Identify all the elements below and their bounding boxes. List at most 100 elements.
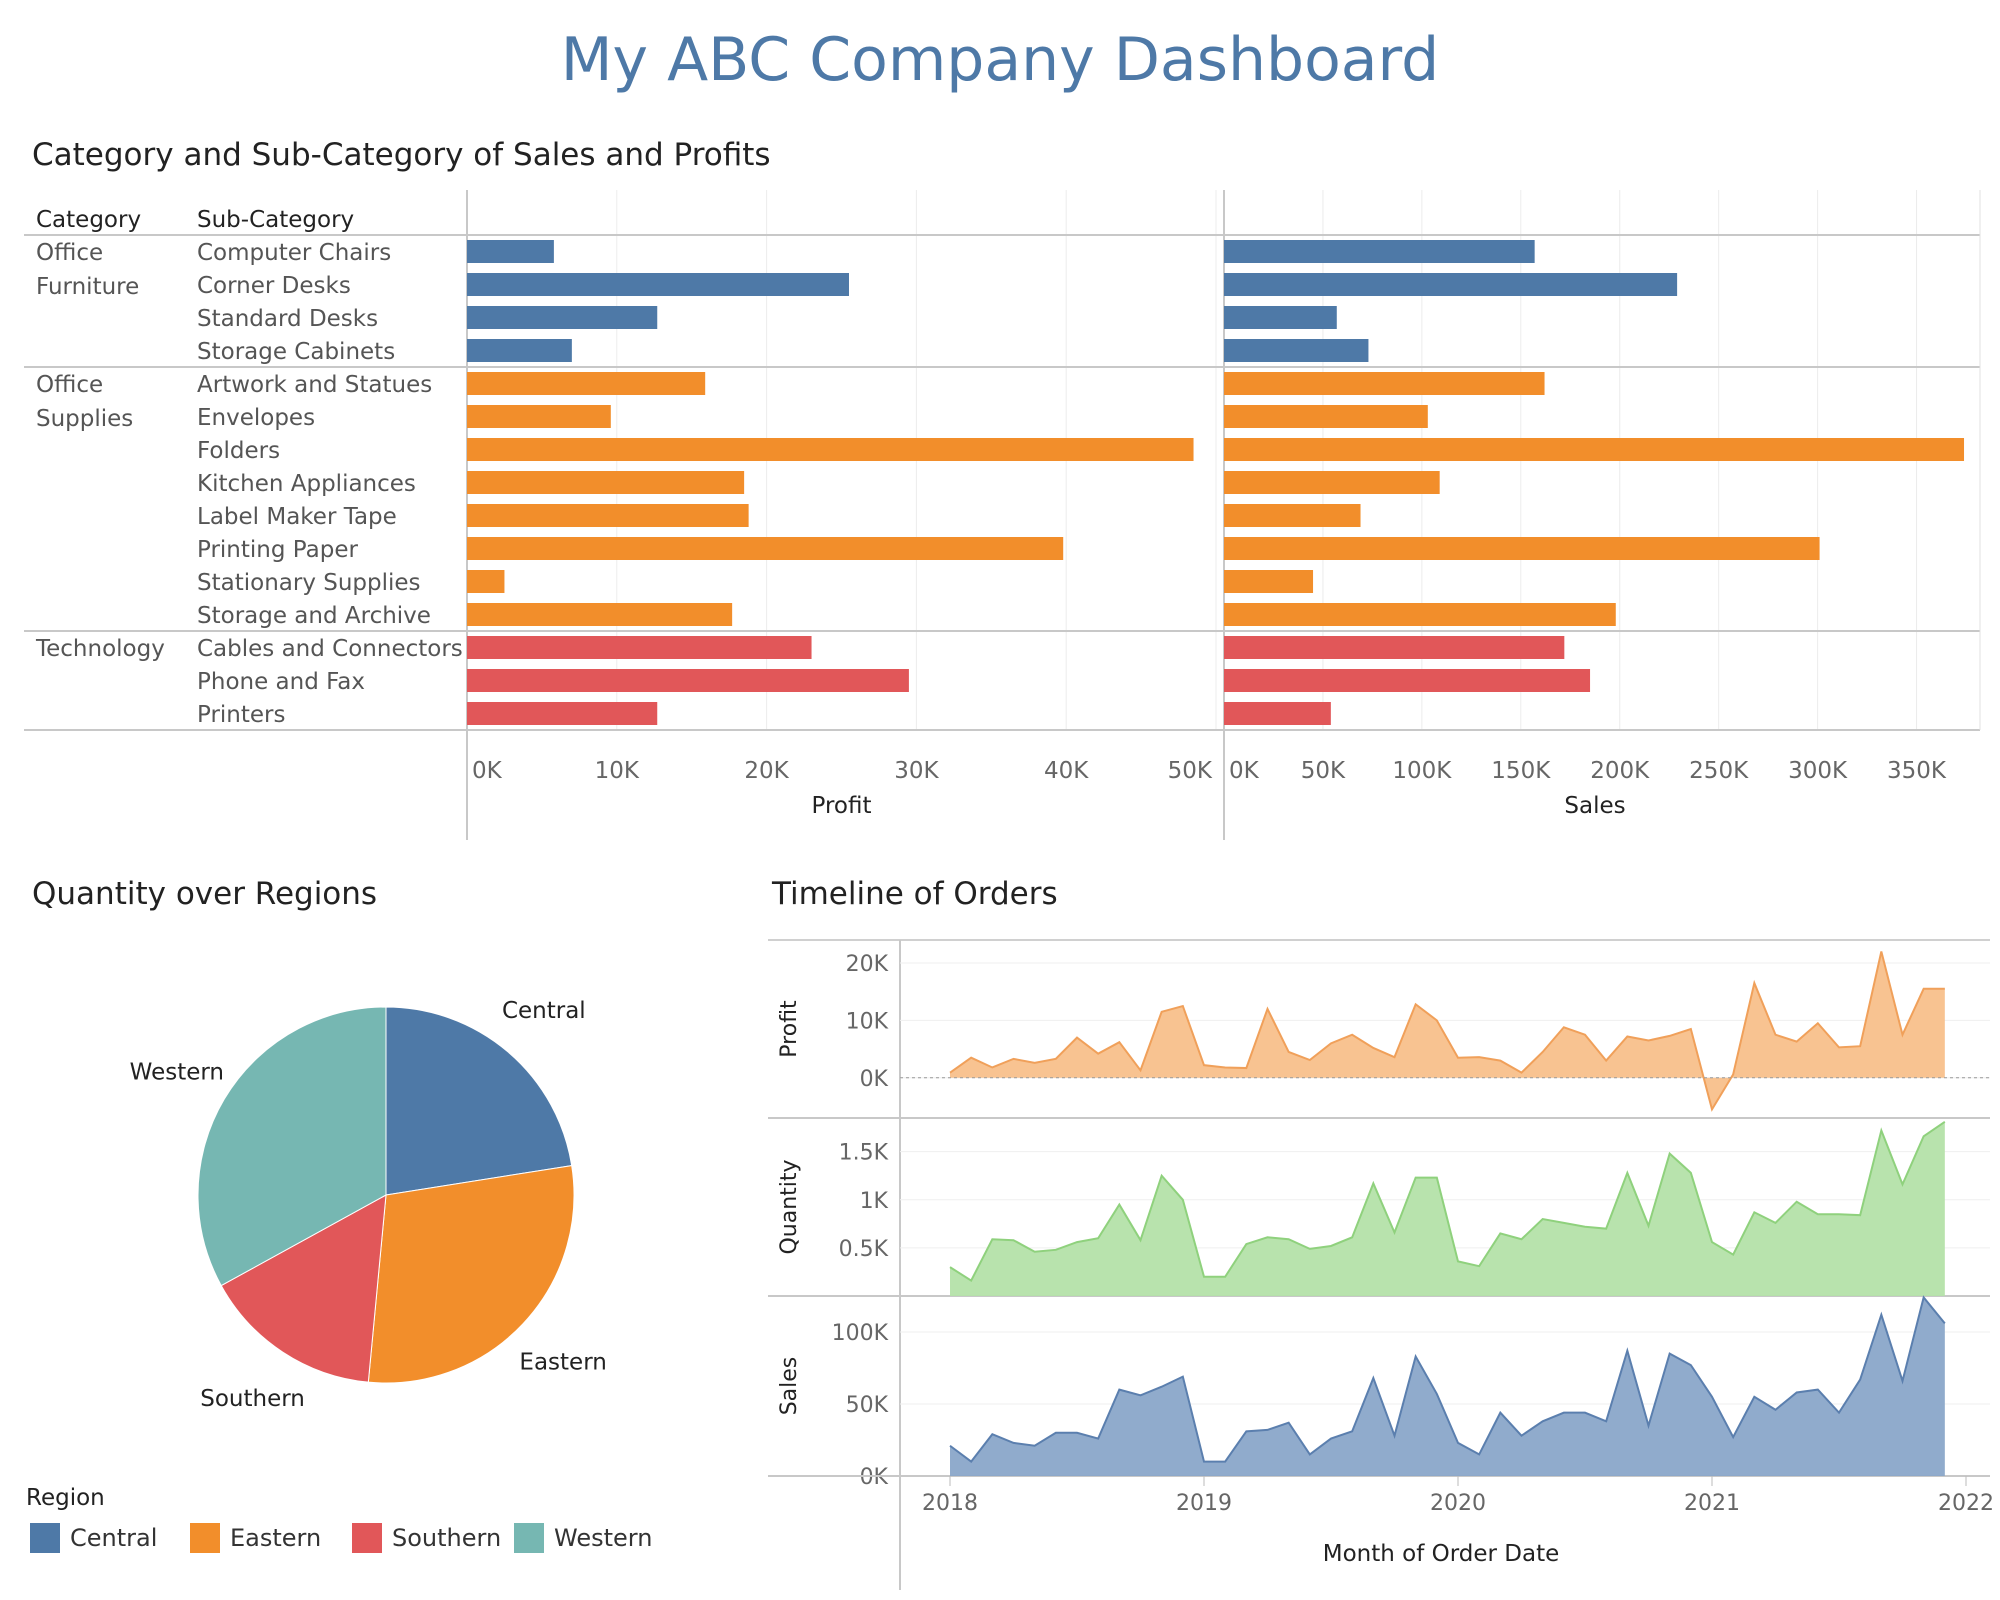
pie-section-title: Quantity over Regions	[32, 876, 378, 912]
subcategory-label-cables-and-connectors: Cables and Connectors	[197, 636, 463, 662]
tick-label-sales-5: 250K	[1689, 758, 1749, 784]
subcategory-label-kitchen-appliances: Kitchen Appliances	[197, 471, 416, 497]
legend-item-central[interactable]: Central	[30, 1523, 157, 1553]
axis-title-profit: Profit	[777, 1000, 802, 1058]
tick-label-profit-5: 50K	[1168, 758, 1213, 784]
subcategory-label-printing-paper: Printing Paper	[197, 537, 358, 563]
tick-label-profit-0: 0K	[860, 1067, 889, 1092]
profit-bar-storage-cabinets	[467, 339, 572, 362]
legend-label-central: Central	[70, 1524, 158, 1552]
line-profit	[949, 951, 1945, 1112]
tick-label-sales-6: 300K	[1788, 758, 1848, 784]
profit-bar-envelopes	[467, 405, 611, 428]
tick-label-sales-0: 0K	[860, 1465, 889, 1490]
pie-slice-eastern	[367, 1165, 575, 1384]
tick-label-profit-1: 10K	[595, 758, 640, 784]
profit-bar-corner-desks	[467, 273, 849, 296]
subcategory-label-storage-and-archive: Storage and Archive	[197, 603, 431, 629]
pie-label-central: Central	[502, 998, 586, 1024]
legend-swatch-southern	[352, 1523, 382, 1553]
tick-label-sales-2: 100K	[832, 1321, 889, 1346]
line-sales	[949, 1295, 1946, 1463]
x-tick-label-2020: 2020	[1430, 1491, 1486, 1516]
profit-bar-printers	[467, 702, 658, 725]
subcategory-label-envelopes: Envelopes	[197, 405, 315, 431]
tick-label-quantity-2: 1.5K	[839, 1141, 889, 1166]
profit-bar-phone-and-fax	[467, 669, 909, 692]
category-label-office-supplies-0: Office	[36, 372, 103, 398]
x-axis-title: Month of Order Date	[1323, 1541, 1560, 1567]
subcategory-label-stationary-supplies: Stationary Supplies	[197, 570, 421, 596]
profit-bar-printing-paper	[467, 537, 1064, 560]
legend-label-western: Western	[554, 1524, 653, 1552]
subcategory-label-phone-and-fax: Phone and Fax	[197, 669, 365, 695]
sales-bar-artwork-and-statues	[1224, 372, 1545, 395]
tick-label-profit-0: 0K	[472, 758, 503, 784]
pie-slice-southern	[220, 1194, 387, 1383]
area-sales	[950, 1297, 1945, 1476]
profit-bar-stationary-supplies	[467, 570, 505, 593]
tick-label-profit-1: 10K	[846, 1009, 889, 1034]
dashboard-title: My ABC Company Dashboard	[560, 25, 1440, 95]
x-tick-label-2022: 2022	[1938, 1491, 1994, 1516]
sales-bar-storage-and-archive	[1224, 603, 1616, 626]
profit-bar-kitchen-appliances	[467, 471, 745, 494]
sales-bar-corner-desks	[1224, 273, 1678, 296]
legend-label-eastern: Eastern	[230, 1524, 322, 1552]
sales-bar-phone-and-fax	[1224, 669, 1591, 692]
legend-item-western[interactable]: Western	[514, 1523, 652, 1553]
x-tick-label-2019: 2019	[1176, 1491, 1232, 1516]
area-profit	[950, 951, 1945, 1110]
bar-chart: Category Sub-Category Office Furniture Offic…	[24, 190, 1981, 840]
area-quantity	[950, 1121, 1945, 1296]
axis-title-quantity: Quantity	[777, 1159, 802, 1254]
tick-label-sales-3: 150K	[1491, 758, 1551, 784]
subcategory-label-folders: Folders	[197, 438, 280, 464]
pie-label-western: Western	[130, 1059, 224, 1085]
pie-slice-western	[197, 1006, 387, 1287]
subcategory-label-printers: Printers	[197, 702, 286, 728]
sales-bar-envelopes	[1224, 405, 1428, 428]
column-header-category: Category	[36, 207, 141, 233]
tick-label-sales-7: 350K	[1887, 758, 1947, 784]
pie-chart: Central Eastern Southern Western	[130, 998, 607, 1410]
axis-title-sales: Sales	[777, 1357, 802, 1416]
legend-swatch-central	[30, 1523, 60, 1553]
x-tick-label-2021: 2021	[1684, 1491, 1740, 1516]
tick-label-quantity-1: 1K	[860, 1189, 889, 1214]
axis-title-profit: Profit	[812, 793, 872, 819]
sales-bar-storage-cabinets	[1224, 339, 1369, 362]
subcategory-label-computer-chairs: Computer Chairs	[197, 240, 391, 266]
profit-bar-folders	[467, 438, 1194, 461]
tick-label-sales-4: 200K	[1590, 758, 1650, 784]
region-legend: Region Central Eastern Southern Western	[26, 1485, 766, 1565]
tick-label-profit-2: 20K	[744, 758, 789, 784]
category-label-technology-0: Technology	[35, 636, 165, 662]
sales-bar-label-maker-tape	[1224, 504, 1361, 527]
tick-label-sales-1: 50K	[846, 1393, 889, 1418]
subcategory-label-label-maker-tape: Label Maker Tape	[197, 504, 397, 530]
column-header-subcategory: Sub-Category	[197, 207, 354, 233]
tick-label-sales-2: 100K	[1392, 758, 1452, 784]
sales-bar-folders	[1224, 438, 1965, 461]
legend-swatch-western	[514, 1523, 544, 1553]
line-quantity	[949, 1121, 1946, 1283]
subcategory-label-corner-desks: Corner Desks	[197, 273, 351, 299]
legend-title: Region	[26, 1485, 105, 1511]
tick-label-sales-0: 0K	[1229, 758, 1260, 784]
profit-bar-computer-chairs	[467, 240, 554, 263]
profit-bar-label-maker-tape	[467, 504, 749, 527]
axis-title-sales: Sales	[1564, 793, 1625, 819]
profit-bar-standard-desks	[467, 306, 658, 329]
subcategory-label-storage-cabinets: Storage Cabinets	[197, 339, 395, 365]
sales-bar-computer-chairs	[1224, 240, 1535, 263]
legend-item-southern[interactable]: Southern	[352, 1523, 501, 1553]
sales-bar-printers	[1224, 702, 1331, 725]
legend-item-eastern[interactable]: Eastern	[190, 1523, 321, 1553]
pie-slice-central	[385, 1006, 573, 1196]
tick-label-profit-2: 20K	[846, 952, 889, 977]
legend-swatch-eastern	[190, 1523, 220, 1553]
timeline-chart: 0K 10K 20K Profit 0.5K 1K 1.5K Quantity 0K 50K 100…	[768, 939, 1994, 1590]
legend-label-southern: Southern	[392, 1524, 502, 1552]
profit-bar-cables-and-connectors	[467, 636, 812, 659]
